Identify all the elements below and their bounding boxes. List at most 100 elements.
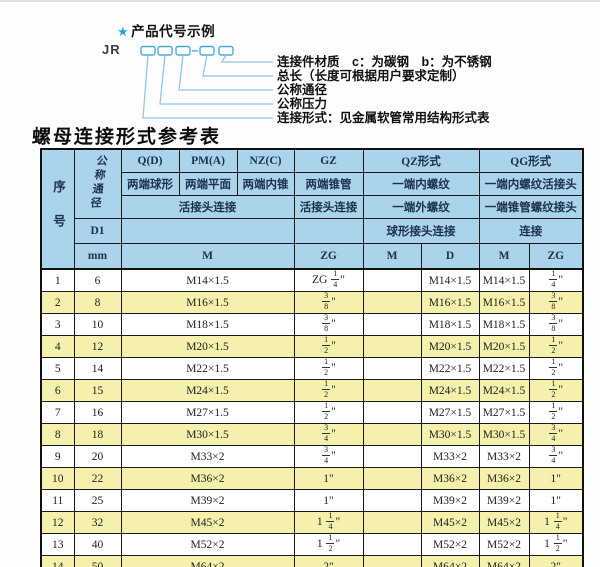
cell-gz: 2" [293,555,364,567]
header-form-qg: QG形式 [478,148,584,173]
cell-seq: 2 [40,291,75,314]
header-ends-qg: 一端内螺纹活接头 [478,172,584,196]
cell-m-thread: M22×1.5 [120,357,295,380]
header-form-nzc: NZ(C) [236,148,295,173]
cell-seq: 13 [40,533,75,556]
code-label-diameter: 公称通径 [277,83,328,97]
cell-qz-m [362,533,422,556]
header-form-qd: Q(D) [120,148,180,173]
cell-qz-d: M52×2 [420,533,480,556]
cell-dn: 50 [73,555,122,567]
header-unit-m3: M [478,243,530,270]
cell-seq: 14 [40,555,75,567]
header-unit-m1: M [120,243,295,270]
code-box [218,45,234,56]
cell-qz-m [362,489,422,512]
cell-qg-zg: 3 8 " [528,291,584,314]
header-blank-m [120,218,295,244]
table-row: 3 10 M18×1.5 3 8 " M18×1.5 M18×1.5 3 8 " [40,313,584,336]
cell-seq: 12 [40,511,75,534]
cell-m-thread: M18×1.5 [120,313,295,336]
cell-qz-d: M14×1.5 [420,268,480,292]
cell-qg-zg: 1 1 4 " [528,511,584,534]
cell-qz-d: M39×2 [420,489,480,512]
cell-qz-d: M18×1.5 [420,313,480,336]
cell-dn: 16 [73,401,122,424]
table-row: 2 8 M16×1.5 3 8 " M16×1.5 M16×1.5 3 8 " [40,291,584,314]
cell-dn: 14 [73,357,122,380]
cell-qg-m: M18×1.5 [478,313,530,336]
cell-qz-m [362,445,422,468]
cell-gz: 1 2 " [293,335,364,358]
cell-dn: 25 [73,489,122,512]
cell-qg-m: M52×2 [478,533,530,556]
header-joint-qz: 一端外螺纹 [362,195,480,219]
cell-qg-m: M36×2 [478,467,530,490]
table-row: 8 18 M30×1.5 3 4 " M30×1.5 M30×1.5 3 4 " [40,423,584,446]
cell-qz-d: M64×2 [420,555,480,567]
cell-m-thread: M36×2 [120,467,295,490]
cell-seq: 4 [40,335,75,358]
cell-dn: 20 [73,445,122,468]
cell-qg-m: M33×2 [478,445,530,468]
cell-qz-m [362,511,422,534]
cell-gz: 3 4 " [293,423,364,446]
header-unit-zg1: ZG [293,243,364,270]
code-box [140,45,156,56]
cell-qg-m: M16×1.5 [478,291,530,314]
cell-seq: 6 [40,379,75,402]
cell-dn: 32 [73,511,122,534]
header-unit-d: D [420,243,480,270]
code-label-pressure: 公称压力 [277,97,328,111]
page-edge [0,0,600,2]
cell-dn: 22 [73,467,122,490]
header-ends-qd: 两端球形 [120,172,180,196]
cell-qg-zg: 3 4 " [528,445,584,468]
cell-seq: 5 [40,357,75,380]
cell-m-thread: M33×2 [120,445,295,468]
cell-m-thread: M27×1.5 [120,401,295,424]
cell-qz-d: M22×1.5 [420,357,480,380]
table-body: 1 6 M14×1.5 ZG 1 4 " M14×1.5 M14×1.5 1 4 " 2 8 M16×1.… [40,268,584,567]
header-conn-ball: 球形接头连接 [362,218,480,244]
table-row: 5 14 M22×1.5 1 2 " M22×1.5 M22×1.5 1 2 " [40,357,584,380]
cell-gz: 1 2 " [293,357,364,380]
diagram-heading-text: 产品代号示例 [131,24,216,39]
table-title: 螺母连接形式参考表 [31,127,222,148]
cell-qz-m [362,335,422,358]
header-form-pma: PM(A) [178,148,238,173]
cell-m-thread: M39×2 [120,489,295,512]
table-row: 6 15 M24×1.5 1 2 " M24×1.5 M24×1.5 1 2 " [40,379,584,402]
cell-qg-zg: 1 2 " [528,401,584,424]
table-row: 11 25 M39×2 1" M39×2 M39×2 1" [40,489,584,512]
cell-qg-m: M30×1.5 [478,423,530,446]
cell-m-thread: M14×1.5 [120,268,295,292]
cell-gz: ZG 1 4 " [293,268,364,292]
cell-qg-zg: 1 2 " [528,379,584,402]
header-conn: 连接 [478,218,584,244]
nut-connection-table: 序号 公称通径 Q(D) PM(A) NZ(C) GZ QZ形式 QG形式 两端… [40,148,584,567]
header-joint-gz: 活接头连接 [293,195,364,219]
cell-gz: 1" [293,467,364,490]
cell-qz-m [362,313,422,336]
cell-qg-zg: 1 1 2 " [528,533,584,556]
header-ends-qz: 一端内螺纹 [362,172,480,196]
cell-qz-d: M24×1.5 [420,379,480,402]
cell-gz: 3 4 " [293,445,364,468]
